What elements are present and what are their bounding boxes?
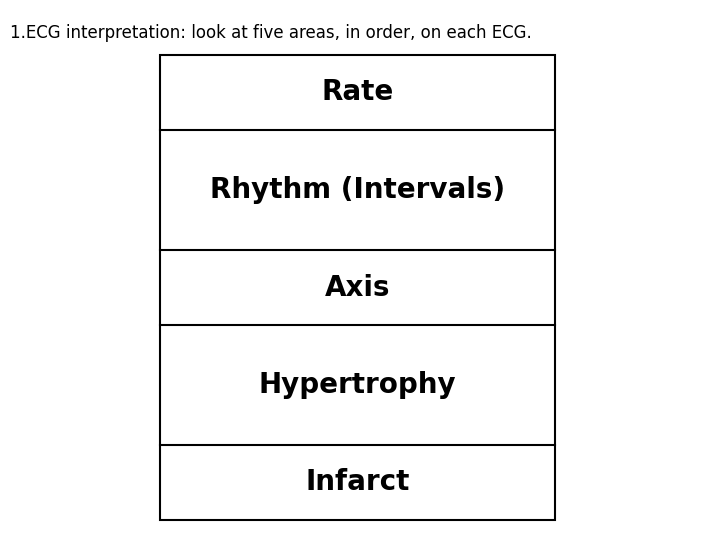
Text: Hypertrophy: Hypertrophy xyxy=(258,371,456,399)
Text: 1.ECG interpretation: look at five areas, in order, on each ECG.: 1.ECG interpretation: look at five areas… xyxy=(10,24,532,42)
Text: Rhythm (Intervals): Rhythm (Intervals) xyxy=(210,176,505,204)
Text: Axis: Axis xyxy=(325,273,390,301)
Bar xyxy=(160,55,555,520)
Text: Rate: Rate xyxy=(321,78,394,106)
Text: Infarct: Infarct xyxy=(305,469,410,496)
